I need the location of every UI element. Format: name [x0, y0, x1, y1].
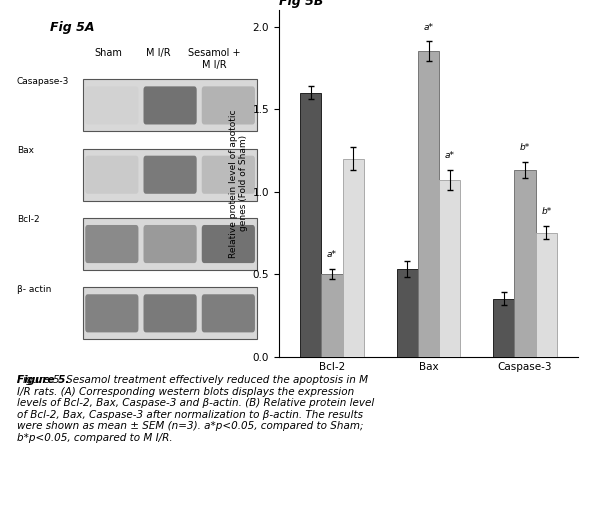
- Bar: [536, 233, 557, 356]
- Text: Fig 5B: Fig 5B: [279, 0, 323, 8]
- Text: a*: a*: [327, 250, 337, 259]
- FancyBboxPatch shape: [85, 86, 139, 125]
- FancyBboxPatch shape: [143, 294, 196, 333]
- FancyBboxPatch shape: [143, 156, 196, 194]
- Bar: [418, 51, 439, 356]
- Text: Bcl-2: Bcl-2: [17, 215, 40, 224]
- Bar: [439, 180, 460, 356]
- FancyBboxPatch shape: [85, 294, 139, 333]
- FancyBboxPatch shape: [85, 225, 139, 263]
- FancyBboxPatch shape: [83, 149, 257, 201]
- Text: Bax: Bax: [17, 146, 34, 155]
- Bar: [493, 299, 514, 356]
- FancyBboxPatch shape: [202, 294, 255, 333]
- FancyBboxPatch shape: [202, 86, 255, 125]
- Text: Figure 5.: Figure 5.: [18, 375, 70, 385]
- Bar: [343, 159, 364, 356]
- Text: b*: b*: [541, 207, 552, 216]
- Y-axis label: Relative protein level of apototic
genes (Fold of Sham): Relative protein level of apototic genes…: [229, 109, 248, 258]
- Text: β- actin: β- actin: [17, 284, 51, 294]
- Bar: [396, 269, 418, 356]
- FancyBboxPatch shape: [83, 287, 257, 339]
- Text: Figure 5. Sesamol treatment effectively reduced the apoptosis in M
I/R rats. (A): Figure 5. Sesamol treatment effectively …: [18, 375, 375, 443]
- Bar: [322, 274, 343, 356]
- FancyBboxPatch shape: [143, 86, 196, 125]
- Text: M I/R: M I/R: [146, 48, 171, 58]
- FancyBboxPatch shape: [202, 225, 255, 263]
- FancyBboxPatch shape: [83, 80, 257, 131]
- Text: a*: a*: [445, 151, 455, 160]
- FancyBboxPatch shape: [202, 156, 255, 194]
- Text: Casapase-3: Casapase-3: [17, 77, 69, 86]
- FancyBboxPatch shape: [85, 156, 139, 194]
- Text: b*: b*: [520, 143, 530, 152]
- Text: Sesamol +
M I/R: Sesamol + M I/R: [188, 48, 241, 70]
- Bar: [300, 93, 322, 356]
- Bar: [514, 170, 536, 356]
- Text: a*: a*: [424, 23, 434, 31]
- FancyBboxPatch shape: [83, 218, 257, 270]
- FancyBboxPatch shape: [143, 225, 196, 263]
- Text: Sham: Sham: [94, 48, 122, 58]
- Text: Fig 5A: Fig 5A: [50, 21, 94, 33]
